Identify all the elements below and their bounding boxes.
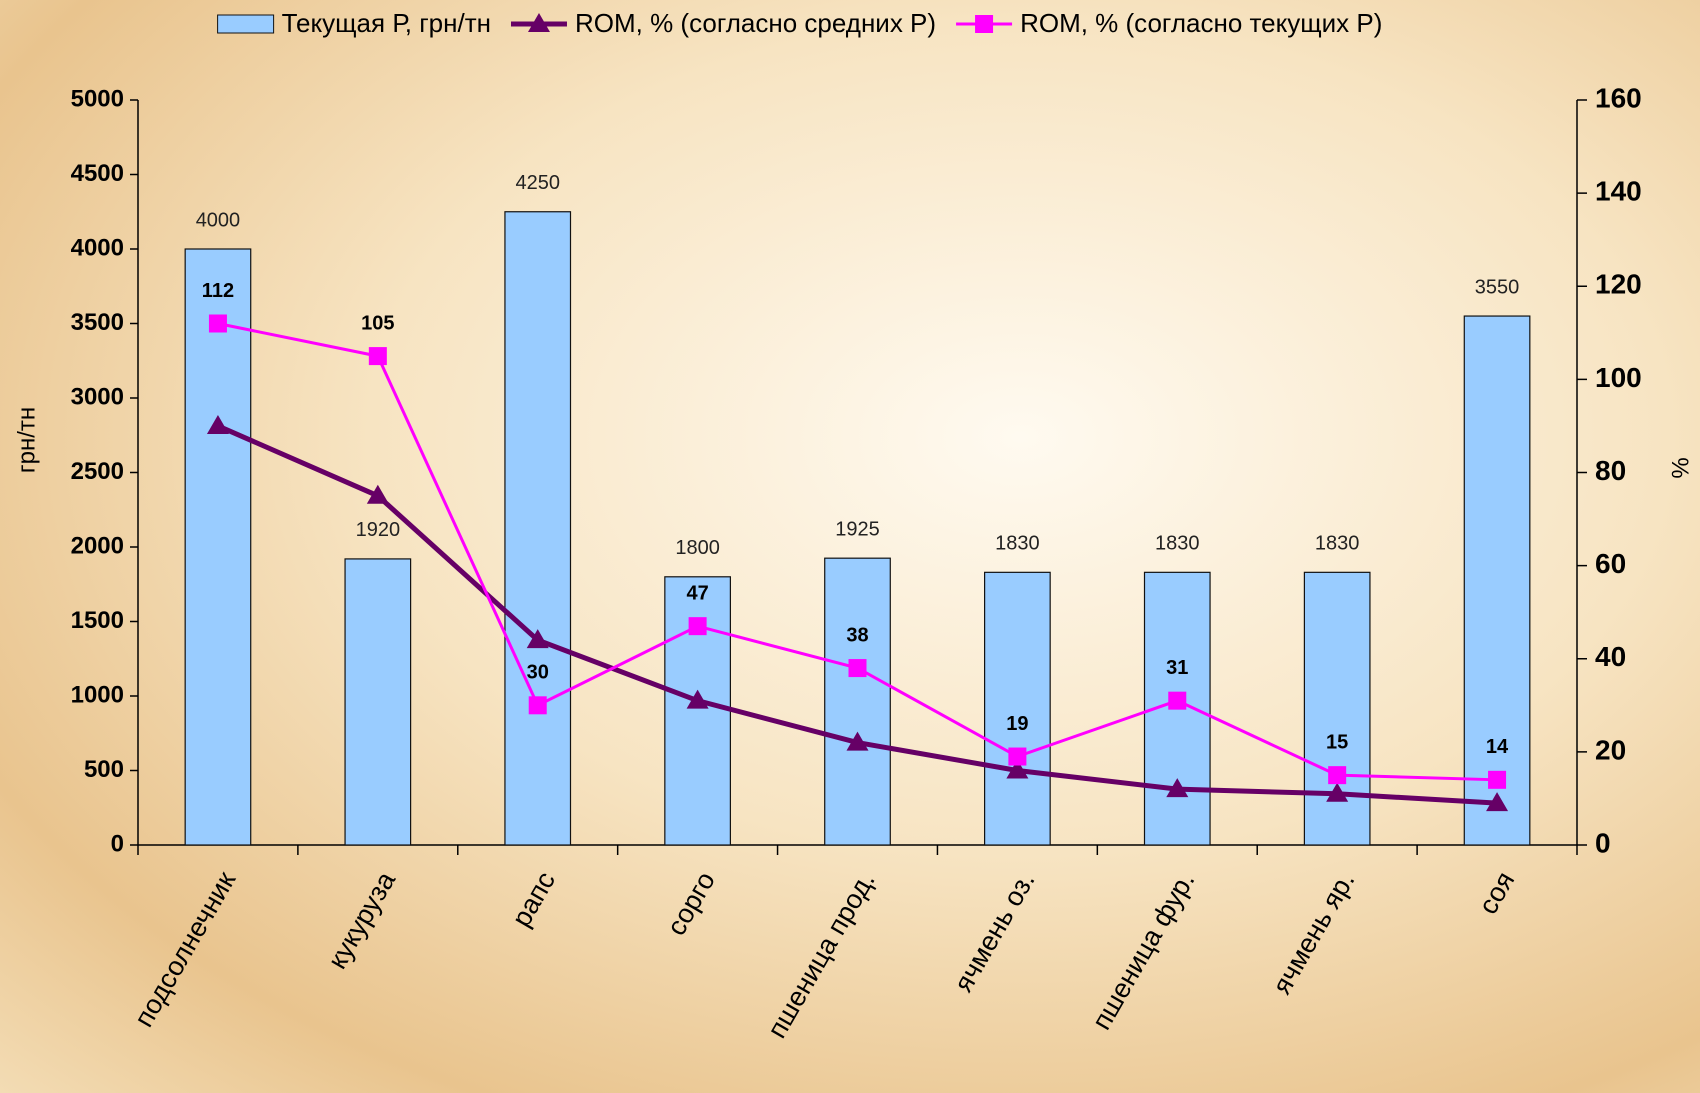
x-tick-label: пшеница прод. xyxy=(762,867,881,1044)
y2-tick-label: 40 xyxy=(1595,641,1626,672)
point-label: 19 xyxy=(1006,713,1028,735)
legend-swatch xyxy=(217,14,275,34)
point-label: 112 xyxy=(202,280,234,302)
bar xyxy=(664,576,731,846)
bar xyxy=(504,211,572,846)
legend-marker xyxy=(975,15,994,33)
x-tick-label: пшеница фур. xyxy=(1086,867,1200,1035)
bar-label: 1920 xyxy=(356,519,401,541)
line-marker xyxy=(528,696,547,715)
bar-label: 1830 xyxy=(1315,533,1360,555)
x-tick-label: кукуруза xyxy=(322,866,402,974)
bar xyxy=(1463,315,1531,846)
legend-marker xyxy=(527,13,550,32)
y2-tick-label: 60 xyxy=(1595,548,1626,579)
line-marker xyxy=(686,689,709,709)
y-tick-label: 3500 xyxy=(71,309,124,336)
bar-label: 1830 xyxy=(1155,533,1200,555)
bar-label: 3550 xyxy=(1475,276,1520,298)
line-marker xyxy=(848,659,867,678)
line-marker xyxy=(1166,778,1189,798)
y-axis-title: грн/тн xyxy=(13,407,40,473)
legend-label: ROM, % (согласно текущих Р) xyxy=(1020,8,1382,38)
bar xyxy=(344,558,412,846)
y2-axis-title: % xyxy=(1667,457,1694,478)
y-tick-label: 0 xyxy=(111,830,124,857)
y2-tick-label: 0 xyxy=(1595,827,1611,858)
line-marker xyxy=(368,347,387,366)
y-tick-label: 2000 xyxy=(71,532,124,559)
y2-tick-label: 160 xyxy=(1595,82,1642,113)
point-label: 15 xyxy=(1326,731,1348,753)
bar xyxy=(984,571,1051,846)
x-tick-label: сорго xyxy=(661,867,721,941)
point-label: 30 xyxy=(527,662,549,684)
y-tick-label: 4000 xyxy=(71,234,124,261)
y-tick-label: 1500 xyxy=(71,607,124,634)
line-marker xyxy=(1006,759,1029,779)
y2-tick-label: 120 xyxy=(1595,269,1642,300)
bar-label: 1830 xyxy=(995,533,1040,555)
x-tick-label: подсолнечник xyxy=(128,866,241,1032)
line-marker xyxy=(526,629,549,649)
line-marker xyxy=(206,414,229,434)
legend-label: Текущая Р, грн/тн xyxy=(282,8,491,38)
bar-label: 4000 xyxy=(196,209,241,231)
legend-label: ROM, % (согласно средних Р) xyxy=(575,8,936,38)
bar xyxy=(824,557,891,846)
y-tick-label: 3000 xyxy=(71,383,124,410)
y-tick-label: 4500 xyxy=(71,160,124,187)
line-marker xyxy=(1008,747,1027,766)
y2-tick-label: 20 xyxy=(1595,734,1626,765)
y2-tick-label: 140 xyxy=(1595,176,1642,207)
bar-label: 1925 xyxy=(835,518,880,540)
point-label: 14 xyxy=(1486,736,1509,758)
x-tick-label: ячмень яр. xyxy=(1267,867,1361,1000)
bar xyxy=(184,248,252,846)
point-label: 105 xyxy=(361,312,394,334)
line-marker xyxy=(1168,691,1187,710)
bar xyxy=(1303,571,1371,846)
y-tick-label: 500 xyxy=(84,756,124,783)
line-marker xyxy=(366,484,389,504)
line-marker xyxy=(208,314,227,333)
y-tick-label: 1000 xyxy=(71,681,124,708)
x-tick-label: рапс xyxy=(506,867,561,932)
bar-label: 4250 xyxy=(515,172,560,194)
line-marker xyxy=(1328,766,1347,785)
y2-tick-label: 80 xyxy=(1595,455,1626,486)
line-marker xyxy=(1488,770,1507,789)
y-tick-label: 5000 xyxy=(71,85,124,112)
line-marker xyxy=(1326,782,1349,802)
line-marker xyxy=(688,617,707,636)
y2-tick-label: 100 xyxy=(1595,362,1642,393)
x-tick-label: ячмень оз. xyxy=(948,867,1041,997)
x-tick-label: соя xyxy=(1473,867,1521,920)
point-label: 47 xyxy=(686,582,708,604)
line-marker xyxy=(1486,792,1509,812)
point-label: 38 xyxy=(846,624,868,646)
bar-label: 1800 xyxy=(675,537,720,559)
line-marker xyxy=(846,731,869,751)
y-tick-label: 2500 xyxy=(71,458,124,485)
point-label: 31 xyxy=(1166,657,1188,679)
